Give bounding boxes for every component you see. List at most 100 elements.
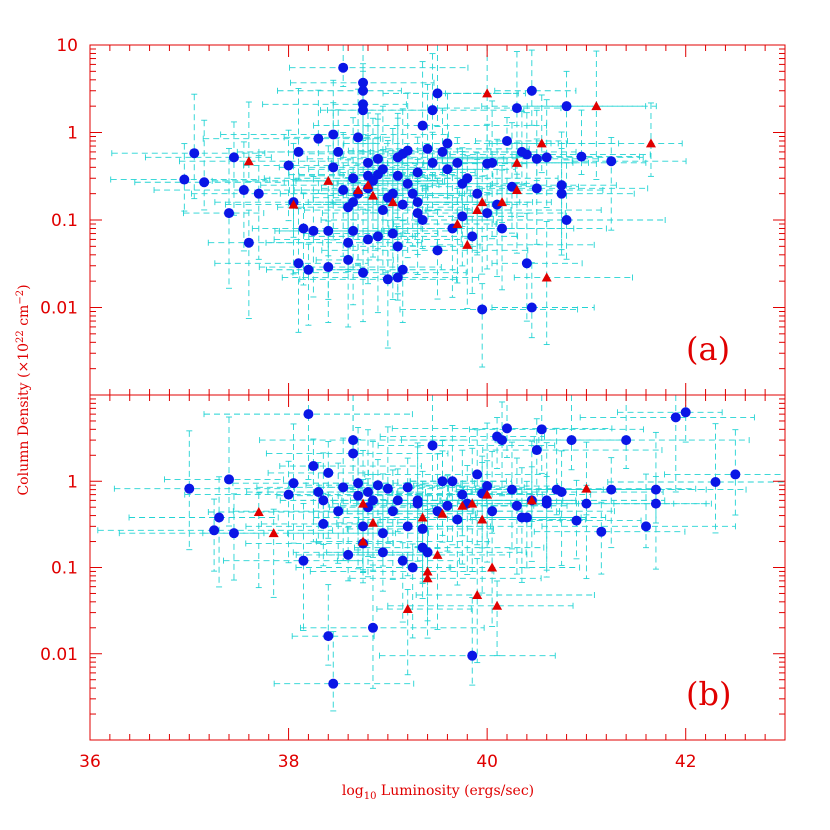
data-point-triangle	[323, 175, 334, 185]
data-point-circle	[417, 120, 428, 131]
data-point-circle	[447, 476, 458, 487]
data-point-circle	[497, 223, 508, 234]
data-point-circle	[184, 483, 195, 494]
data-point-triangle	[526, 495, 537, 505]
data-point-circle	[506, 484, 517, 495]
data-point-circle	[328, 678, 339, 689]
data-point-circle	[363, 157, 373, 168]
data-point-circle	[397, 199, 408, 210]
data-point-triangle	[487, 562, 498, 572]
panel-a-data-points	[179, 62, 656, 315]
data-point-triangle	[457, 500, 468, 510]
data-point-circle	[526, 85, 537, 96]
data-point-triangle	[511, 157, 522, 167]
data-point-circle	[566, 435, 577, 446]
y-axis-label: Column Density (×1022 cm−2)	[15, 284, 32, 495]
data-point-circle	[576, 151, 587, 162]
data-point-circle	[541, 152, 552, 163]
data-point-circle	[313, 133, 324, 144]
data-point-triangle	[387, 197, 398, 207]
data-point-circle	[308, 461, 319, 472]
data-point-circle	[392, 241, 403, 252]
data-point-triangle	[432, 549, 443, 559]
data-point-circle	[372, 153, 383, 164]
data-point-circle	[650, 484, 661, 495]
data-point-circle	[407, 562, 418, 573]
data-point-triangle	[645, 138, 656, 148]
data-point-circle	[437, 476, 448, 487]
data-point-circle	[526, 302, 537, 313]
data-point-circle	[363, 487, 373, 498]
data-point-circle	[571, 515, 582, 526]
data-point-triangle	[243, 156, 254, 166]
y-tick-label: 0.01	[40, 299, 78, 319]
panel-b-error-bars	[97, 394, 786, 712]
data-point-circle	[353, 478, 364, 489]
x-tick-label: 38	[278, 752, 300, 772]
data-point-circle	[372, 231, 383, 242]
data-point-circle	[323, 262, 334, 273]
data-point-circle	[417, 215, 428, 225]
data-point-circle	[641, 521, 651, 532]
data-point-circle	[348, 197, 359, 208]
panel-b-data-points	[184, 407, 741, 689]
data-point-circle	[541, 495, 552, 506]
panel-a: 10 1 0.1 0.01 (a)	[40, 36, 786, 396]
data-point-circle	[511, 103, 522, 114]
data-point-circle	[377, 164, 388, 175]
data-point-circle	[189, 148, 200, 159]
data-point-triangle	[477, 197, 488, 207]
data-point-circle	[482, 481, 493, 492]
data-point-circle	[511, 500, 522, 511]
data-point-circle	[377, 547, 388, 558]
data-point-circle	[338, 482, 349, 493]
data-point-circle	[348, 225, 359, 236]
y-tick-label: 1	[67, 472, 78, 492]
data-point-circle	[442, 500, 453, 511]
y-tick-label: 0.1	[51, 559, 78, 579]
data-point-circle	[422, 143, 433, 154]
data-point-triangle	[358, 536, 369, 546]
data-point-circle	[333, 146, 344, 157]
data-point-circle	[452, 157, 463, 168]
data-point-circle	[407, 188, 418, 199]
data-point-circle	[521, 512, 532, 523]
data-point-circle	[372, 480, 383, 491]
data-point-triangle	[472, 205, 483, 215]
y-tick-label: 1	[67, 124, 78, 144]
data-point-circle	[298, 223, 309, 234]
data-point-triangle	[417, 512, 428, 522]
data-point-circle	[298, 555, 309, 566]
data-point-circle	[179, 174, 190, 185]
data-point-circle	[214, 512, 225, 523]
data-point-circle	[377, 528, 388, 539]
data-point-circle	[457, 489, 468, 500]
data-point-circle	[506, 181, 517, 192]
data-point-circle	[412, 197, 423, 208]
data-point-triangle	[591, 101, 602, 111]
data-point-circle	[238, 185, 249, 196]
data-point-circle	[209, 525, 220, 536]
data-point-circle	[497, 435, 508, 446]
data-point-circle	[353, 132, 364, 143]
data-point-circle	[521, 258, 532, 269]
data-point-circle	[224, 208, 234, 219]
data-point-circle	[367, 495, 378, 506]
panel-a-axes: 10 1 0.1 0.01	[40, 36, 786, 396]
data-point-circle	[402, 178, 413, 189]
data-point-circle	[328, 129, 339, 140]
data-point-circle	[556, 188, 567, 199]
data-point-triangle	[472, 589, 483, 599]
data-point-circle	[536, 424, 547, 435]
data-point-circle	[472, 188, 483, 199]
data-point-circle	[348, 448, 359, 459]
data-point-circle	[382, 483, 393, 494]
data-point-triangle	[497, 197, 508, 207]
data-point-circle	[606, 484, 617, 495]
data-point-circle	[288, 478, 299, 489]
data-point-circle	[293, 258, 304, 269]
data-point-circle	[348, 173, 359, 184]
data-point-circle	[442, 164, 453, 175]
panel-b-label: (b)	[686, 675, 731, 713]
data-point-circle	[358, 77, 369, 88]
